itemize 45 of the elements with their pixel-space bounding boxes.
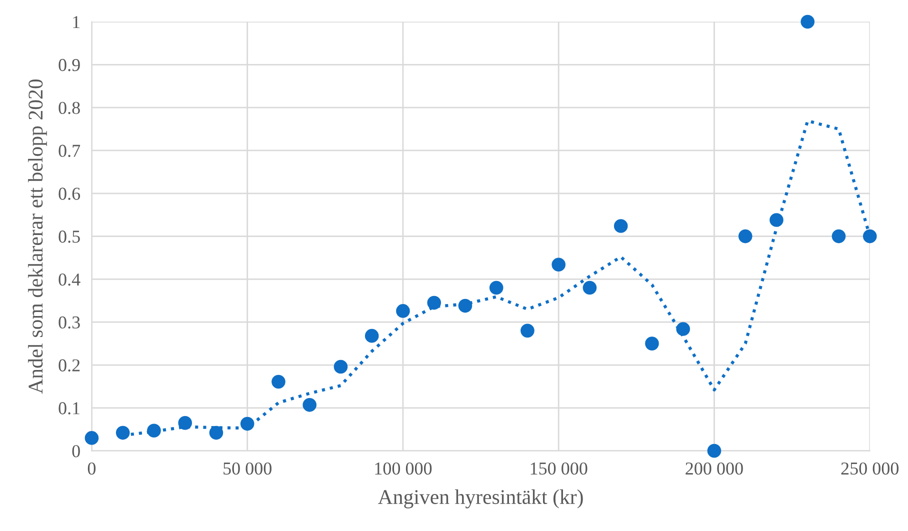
point bbox=[832, 229, 846, 244]
point bbox=[489, 280, 504, 295]
point bbox=[334, 360, 348, 374]
y-tick-label: 0.8 bbox=[58, 102, 80, 114]
x-tick-label: 50 000 bbox=[224, 462, 272, 475]
x-tick-label: 250 000 bbox=[841, 462, 899, 475]
point bbox=[364, 328, 379, 343]
x-tick-label: 200 000 bbox=[686, 462, 743, 475]
y-tick-label: 0 bbox=[72, 445, 80, 458]
point bbox=[552, 258, 566, 272]
point bbox=[116, 426, 130, 440]
y-tick-label: 0.5 bbox=[58, 230, 80, 243]
point bbox=[396, 304, 410, 318]
x-tick-label: 100 000 bbox=[375, 462, 432, 475]
y-tick-label: 0.3 bbox=[58, 316, 80, 329]
point bbox=[427, 296, 442, 310]
x-tick-label: 150 000 bbox=[530, 462, 588, 475]
y-tick-label: 1 bbox=[73, 16, 80, 28]
y-tick-label: 0.6 bbox=[58, 188, 80, 200]
point bbox=[676, 322, 690, 336]
point bbox=[209, 426, 224, 440]
point bbox=[458, 298, 472, 313]
point bbox=[272, 374, 286, 389]
point bbox=[614, 219, 628, 233]
y-tick-label: 0.4 bbox=[58, 273, 80, 286]
y-axis-title: Andel som deklarerar ett belopp 2020 bbox=[28, 79, 47, 394]
y-tick-label: 0.1 bbox=[58, 402, 80, 414]
x-tick-label: 0 bbox=[88, 462, 96, 475]
point bbox=[302, 398, 316, 412]
y-tick-label: 0.9 bbox=[58, 58, 80, 72]
x-axis-title: Angiven hyresintäkt (kr) bbox=[378, 489, 583, 508]
point bbox=[738, 229, 752, 244]
point bbox=[84, 431, 99, 445]
y-tick-label: 0.7 bbox=[58, 144, 80, 158]
point bbox=[770, 213, 784, 227]
point bbox=[520, 324, 534, 338]
point bbox=[862, 229, 877, 244]
point bbox=[707, 444, 722, 458]
y-tick-label: 0.2 bbox=[58, 359, 80, 372]
point bbox=[178, 416, 192, 430]
point bbox=[582, 280, 597, 295]
point bbox=[147, 424, 161, 438]
point bbox=[645, 336, 659, 350]
point bbox=[800, 14, 815, 29]
point bbox=[240, 416, 254, 431]
